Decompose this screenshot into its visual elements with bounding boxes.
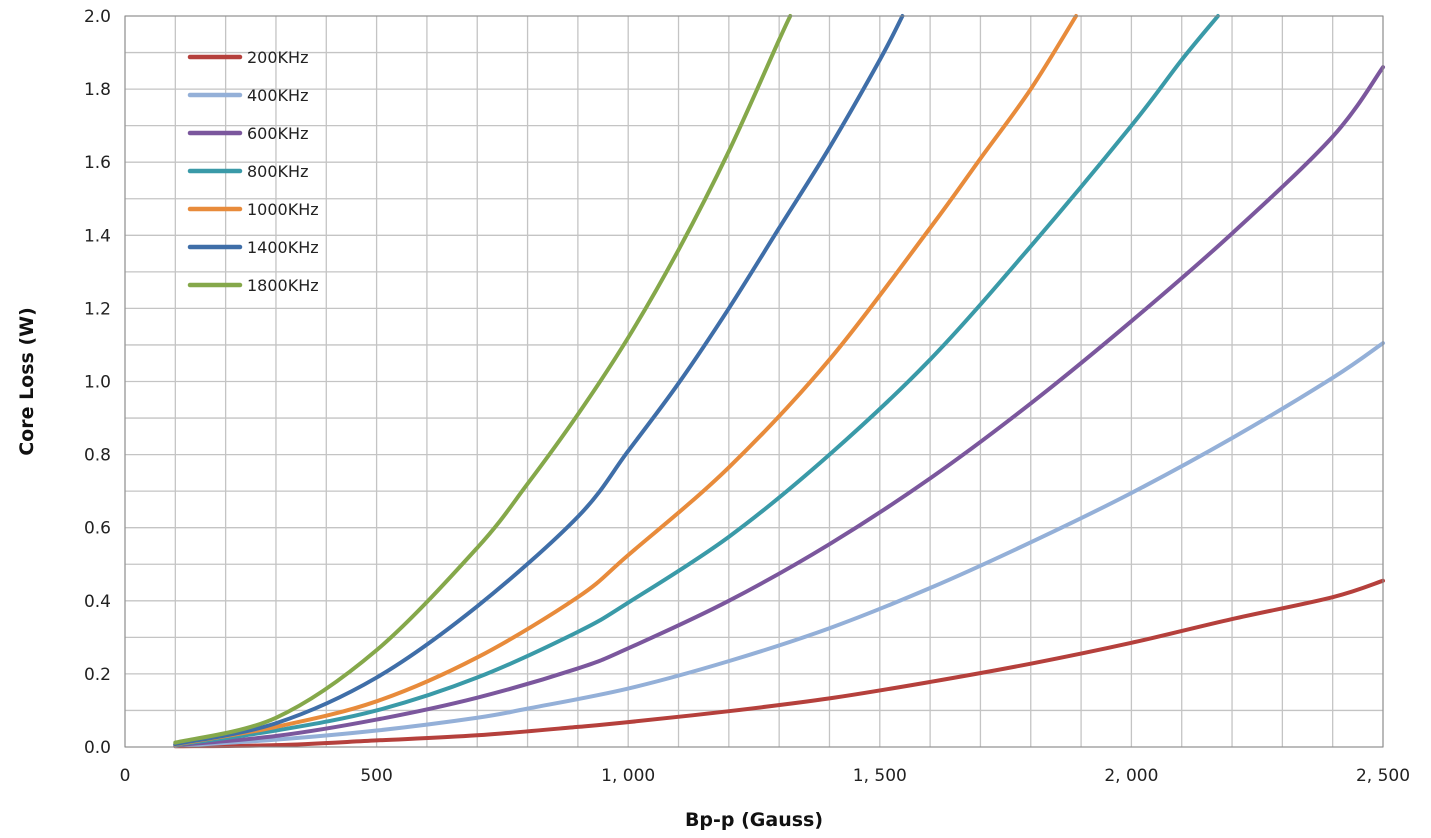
legend-label: 400KHz <box>247 86 308 105</box>
legend-label: 1800KHz <box>247 276 319 295</box>
y-axis-ticks: 0.0 0.2 0.4 0.6 0.8 1.0 1.2 1.4 1.6 1.8 2.0 <box>84 7 111 758</box>
y-tick-label: 1.0 <box>84 373 111 393</box>
series-line-600khz <box>173 65 1385 748</box>
y-tick-label: 0.4 <box>84 592 111 612</box>
series-line-200khz <box>173 578 1385 749</box>
x-tick-label: 2, 000 <box>1104 766 1158 786</box>
y-tick-label: 1.8 <box>84 80 111 100</box>
series-line-1400khz <box>173 14 905 747</box>
series-line-1000khz <box>173 14 1079 747</box>
x-tick-label: 0 <box>120 766 131 786</box>
plot-frame <box>124 15 1384 748</box>
x-tick-label: 500 <box>360 766 392 786</box>
x-tick-label: 1, 000 <box>601 766 655 786</box>
series-line-400khz <box>173 341 1385 748</box>
legend-label: 600KHz <box>247 124 308 143</box>
y-tick-label: 1.6 <box>84 153 111 173</box>
legend-item: 800KHz <box>187 162 308 181</box>
series-line-800khz <box>173 14 1220 747</box>
legend-item: 200KHz <box>187 48 308 67</box>
y-tick-label: 2.0 <box>84 7 111 27</box>
x-axis-ticks: 0 500 1, 000 1, 500 2, 000 2, 500 <box>120 766 1410 786</box>
y-tick-label: 0.8 <box>84 446 111 466</box>
legend-label: 1000KHz <box>247 200 319 219</box>
legend-item: 1400KHz <box>187 238 319 257</box>
series-line-1800khz <box>173 14 793 745</box>
x-tick-label: 2, 500 <box>1356 766 1410 786</box>
legend: 200KHz 400KHz 600KHz 800KHz 1000KHz 1400KHz 18… <box>187 48 319 295</box>
grid <box>124 15 1384 748</box>
x-axis-title: Bp-p (Gauss) <box>685 809 823 831</box>
legend-item: 1000KHz <box>187 200 319 219</box>
y-tick-label: 0.6 <box>84 519 111 539</box>
y-tick-label: 0.2 <box>84 665 111 685</box>
legend-item: 400KHz <box>187 86 308 105</box>
legend-label: 200KHz <box>247 48 308 67</box>
y-tick-label: 1.2 <box>84 299 111 319</box>
y-axis-title: Core Loss (W) <box>16 307 38 456</box>
legend-item: 1800KHz <box>187 276 319 295</box>
legend-item: 600KHz <box>187 124 308 143</box>
series-lines <box>173 14 1385 749</box>
x-tick-label: 1, 500 <box>853 766 907 786</box>
y-tick-label: 1.4 <box>84 226 111 246</box>
y-tick-label: 0.0 <box>84 738 111 758</box>
legend-label: 800KHz <box>247 162 308 181</box>
legend-label: 1400KHz <box>247 238 319 257</box>
